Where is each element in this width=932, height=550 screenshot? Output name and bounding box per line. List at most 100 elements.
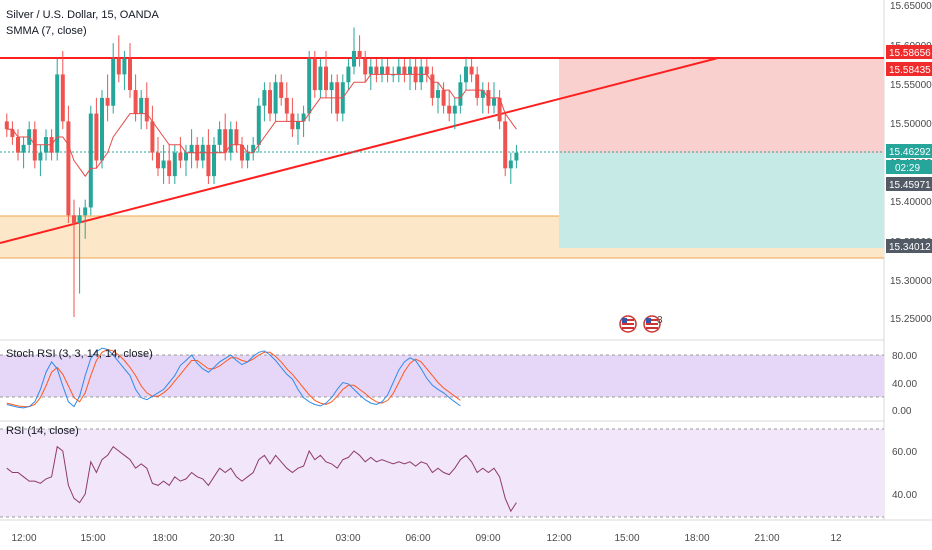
- candle-up[interactable]: [480, 90, 485, 98]
- candle-up[interactable]: [189, 144, 194, 153]
- candle-up[interactable]: [111, 58, 116, 106]
- candle-up[interactable]: [396, 66, 401, 75]
- candle-down[interactable]: [240, 144, 244, 161]
- candle-down[interactable]: [178, 152, 183, 161]
- candle-down[interactable]: [469, 66, 474, 75]
- candle-up[interactable]: [88, 113, 93, 208]
- candle-down[interactable]: [223, 129, 228, 153]
- stoch-tick-label: 0.00: [892, 406, 912, 417]
- candle-up[interactable]: [172, 152, 177, 177]
- time-tick-label: 15:00: [614, 533, 639, 544]
- candle-down[interactable]: [497, 97, 502, 122]
- smma-label: SMMA (7, close): [6, 25, 87, 37]
- us-flag-icon[interactable]: [619, 315, 637, 333]
- candle-down[interactable]: [441, 90, 446, 106]
- candle-up[interactable]: [139, 97, 144, 114]
- candle-down[interactable]: [116, 58, 121, 75]
- candle-up[interactable]: [212, 144, 216, 177]
- candle-down[interactable]: [312, 58, 317, 91]
- price-axis[interactable]: [884, 0, 932, 550]
- candle-down[interactable]: [402, 66, 407, 75]
- candle-up[interactable]: [262, 90, 267, 106]
- candle-down[interactable]: [144, 97, 149, 122]
- candle-down[interactable]: [385, 66, 390, 75]
- candle-down[interactable]: [430, 74, 435, 98]
- candle-down[interactable]: [279, 82, 284, 98]
- candle-down[interactable]: [4, 121, 9, 130]
- candle-down[interactable]: [284, 97, 289, 114]
- tag-sub: [886, 177, 932, 191]
- short-position-target-zone[interactable]: [559, 153, 884, 248]
- event-badge-count: 3: [657, 315, 663, 326]
- candle-up[interactable]: [318, 66, 323, 91]
- time-tick-label: 15:00: [80, 533, 105, 544]
- candle-up[interactable]: [251, 144, 256, 153]
- time-tick-label: 09:00: [475, 533, 500, 544]
- candle-down[interactable]: [150, 121, 155, 153]
- candle-up[interactable]: [380, 66, 384, 75]
- candle-up[interactable]: [217, 129, 222, 145]
- candle-up[interactable]: [228, 129, 233, 153]
- candle-down[interactable]: [234, 129, 239, 145]
- candle-up[interactable]: [508, 160, 513, 169]
- short-position-stop-zone[interactable]: [559, 58, 884, 153]
- candle-up[interactable]: [368, 66, 373, 75]
- candle-down[interactable]: [475, 74, 480, 98]
- candle-up[interactable]: [161, 160, 166, 169]
- candle-up[interactable]: [301, 113, 306, 122]
- candle-up[interactable]: [464, 66, 468, 83]
- rsi-band: [0, 429, 884, 517]
- candle-up[interactable]: [408, 66, 412, 75]
- candle-down[interactable]: [363, 58, 368, 75]
- candle-up[interactable]: [458, 82, 463, 106]
- candle-up[interactable]: [346, 66, 351, 83]
- candle-down[interactable]: [268, 90, 272, 114]
- candle-up[interactable]: [21, 144, 26, 153]
- candle-up[interactable]: [55, 74, 60, 153]
- candle-down[interactable]: [167, 160, 172, 177]
- candle-down[interactable]: [374, 66, 379, 75]
- candle-up[interactable]: [352, 50, 356, 67]
- candle-down[interactable]: [133, 90, 138, 114]
- candle-down[interactable]: [156, 152, 160, 169]
- candle-up[interactable]: [77, 215, 82, 224]
- candle-down[interactable]: [424, 66, 429, 75]
- candle-up[interactable]: [296, 121, 300, 130]
- time-tick-label: 20:30: [209, 533, 234, 544]
- candle-up[interactable]: [452, 105, 457, 114]
- candle-down[interactable]: [10, 129, 15, 138]
- stoch-axis-ticks: 80.00 40.00 0.00: [892, 351, 917, 417]
- candle-up[interactable]: [492, 97, 496, 106]
- candle-down[interactable]: [16, 137, 20, 153]
- candle-up[interactable]: [256, 105, 261, 145]
- us-flag-icon[interactable]: [643, 315, 661, 333]
- candle-down[interactable]: [503, 121, 508, 169]
- candle-up[interactable]: [122, 58, 127, 75]
- candle-down[interactable]: [447, 105, 452, 114]
- tag-upper1-text: 15.58656: [889, 48, 931, 59]
- candle-up[interactable]: [245, 152, 250, 161]
- candle-down[interactable]: [60, 74, 65, 122]
- candle-down[interactable]: [128, 58, 132, 91]
- candle-up[interactable]: [38, 152, 43, 161]
- candle-down[interactable]: [66, 121, 71, 216]
- trend-line[interactable]: [0, 57, 719, 244]
- candle-up[interactable]: [273, 82, 278, 114]
- candle-up[interactable]: [391, 74, 396, 76]
- candle-up[interactable]: [184, 152, 188, 161]
- candle-up[interactable]: [329, 82, 334, 91]
- candle-down[interactable]: [357, 50, 362, 59]
- candle-down[interactable]: [206, 144, 211, 177]
- candle-down[interactable]: [72, 215, 76, 224]
- candle-down[interactable]: [105, 97, 110, 106]
- candle-down[interactable]: [324, 66, 328, 91]
- candle-up[interactable]: [514, 152, 519, 161]
- candle-up[interactable]: [83, 207, 88, 216]
- candle-down[interactable]: [94, 113, 99, 161]
- candle-up[interactable]: [436, 90, 440, 98]
- tag-lower-text: 15.34012: [889, 242, 931, 253]
- candle-up[interactable]: [100, 97, 104, 161]
- time-tick-label: 21:00: [754, 533, 779, 544]
- candle-up[interactable]: [307, 58, 312, 114]
